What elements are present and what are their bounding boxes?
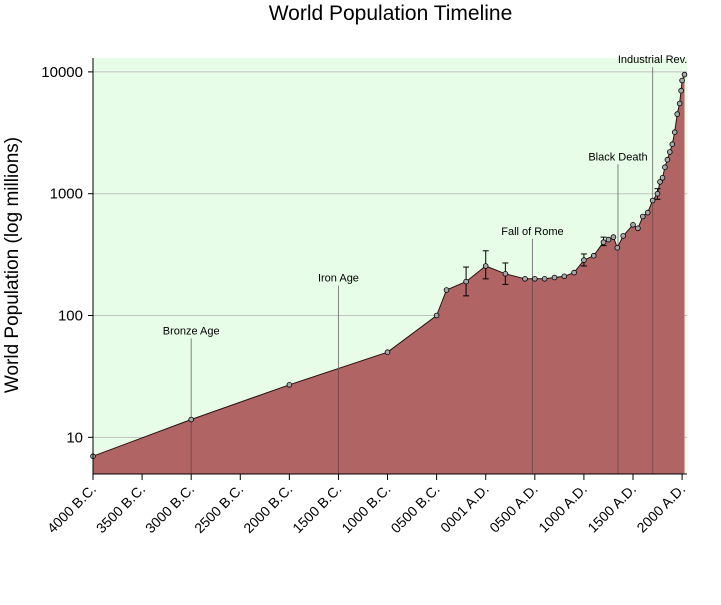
y-tick-label: 100: [58, 308, 83, 325]
x-tick-label: 4000 B.C.: [44, 481, 99, 536]
data-point: [662, 164, 668, 171]
x-tick-label: 1000 A.D.: [535, 481, 590, 536]
data-point: [502, 270, 509, 277]
x-tick-label: 0500 B.C.: [387, 481, 442, 536]
data-point: [482, 263, 489, 269]
data-point: [581, 257, 587, 263]
data-point: [657, 179, 663, 185]
data-point: [679, 77, 685, 84]
data-point: [676, 100, 683, 107]
data-point: [463, 278, 469, 285]
x-tick-label: 0500 A.D.: [486, 481, 541, 536]
data-point: [644, 209, 651, 216]
x-tick-label: 3000 B.C.: [142, 481, 197, 536]
data-point: [620, 233, 626, 239]
chart-title: World Population Timeline: [268, 2, 513, 25]
y-ticks: 10 100 1000 10000: [41, 64, 93, 446]
data-point: [635, 225, 641, 232]
data-point: [384, 349, 391, 356]
data-point: [664, 156, 671, 163]
data-point: [614, 244, 621, 251]
data-point: [600, 239, 607, 246]
data-point: [654, 190, 661, 197]
annotation-label: Black Death: [588, 151, 647, 163]
data-point: [659, 175, 666, 181]
data-point: [630, 222, 636, 228]
data-point: [286, 381, 293, 388]
axes: [92, 58, 687, 475]
data-point: [610, 234, 617, 240]
data-point: [571, 269, 577, 276]
data-point: [443, 287, 450, 293]
data-point: [681, 71, 688, 78]
data-point: [669, 141, 676, 148]
data-point: [674, 111, 680, 117]
population-area: [93, 74, 685, 474]
annotations: Bronze Age Iron Age Fall of Rome Black Deat…: [163, 54, 688, 474]
data-point: [561, 273, 568, 280]
annotation-label: Bronze Age: [163, 325, 220, 337]
x-tick-label: 3500 B.C.: [93, 481, 148, 536]
x-tick-label: 1500 A.D.: [584, 481, 639, 536]
data-point: [671, 129, 678, 136]
x-tick-label: 2500 B.C.: [191, 481, 246, 536]
data-point: [649, 197, 656, 204]
data-point: [531, 275, 538, 282]
y-tick-label: 1000: [50, 186, 83, 203]
y-tick-label: 10000: [41, 64, 83, 81]
annotation-label: Fall of Rome: [501, 226, 563, 238]
data-point: [433, 312, 440, 319]
annotation-label: Iron Age: [318, 273, 359, 285]
x-tick-label: 2000 B.C.: [240, 481, 295, 536]
population-line: [92, 74, 685, 457]
data-point: [590, 252, 597, 259]
data-point: [551, 274, 558, 281]
area-series: [92, 74, 685, 474]
x-tick-label: 2000 A.D.: [633, 481, 688, 536]
data-point: [541, 275, 548, 282]
data-point: [678, 87, 684, 94]
x-tick-label: 0001 A.D.: [437, 481, 492, 536]
data-markers: [90, 71, 688, 460]
y-tick-label: 10: [66, 429, 83, 446]
data-point: [639, 213, 646, 220]
data-point: [666, 149, 673, 155]
x-ticks: 4000 B.C.3500 B.C.3000 B.C.2500 B.C.2000…: [44, 474, 688, 536]
annotation-label: Industrial Rev.: [618, 54, 688, 66]
data-point: [522, 275, 528, 282]
x-tick-label: 1500 B.C.: [289, 481, 344, 536]
data-point: [605, 236, 612, 243]
data-point: [188, 416, 195, 423]
x-tick-label: 1000 B.C.: [338, 481, 393, 536]
